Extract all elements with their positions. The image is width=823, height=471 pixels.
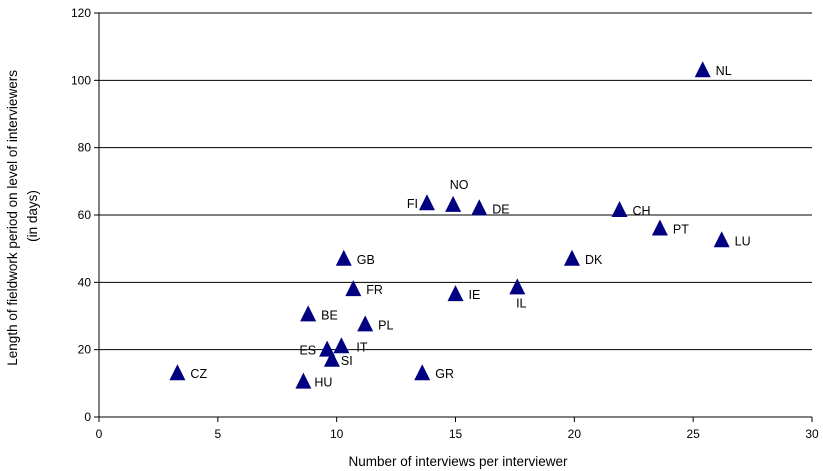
y-axis-title-line-2: (in days) (25, 190, 40, 242)
x-tick-label: 10 (330, 427, 344, 441)
y-tick-label: 60 (78, 208, 92, 222)
point-ie-marker (447, 285, 464, 302)
x-tick-label: 20 (568, 427, 582, 441)
point-pl-marker (357, 315, 374, 332)
point-nl-marker (694, 61, 711, 78)
y-tick-label: 0 (84, 410, 91, 424)
point-pt-label: PT (673, 222, 689, 236)
point-fi-marker (418, 194, 435, 211)
point-si-label: SI (341, 354, 353, 368)
point-no-label: NO (450, 178, 469, 192)
point-dk-marker (563, 249, 580, 266)
point-fr-marker (345, 280, 362, 297)
data-points (169, 61, 730, 389)
point-fi-label: FI (407, 197, 418, 211)
point-gb-label: GB (357, 253, 375, 267)
point-dk-label: DK (585, 253, 603, 267)
x-tick-label: 25 (686, 427, 700, 441)
point-pl-label: PL (378, 318, 393, 332)
point-cz-marker (169, 364, 186, 381)
point-pt-marker (651, 219, 668, 236)
point-gb-marker (335, 249, 352, 266)
point-hu-label: HU (314, 376, 332, 390)
grid-lines (99, 12, 812, 351)
point-ch-marker (611, 200, 628, 217)
y-axis-title: Length of fieldwork period on level of i… (5, 66, 40, 365)
point-de-label: DE (492, 202, 509, 216)
point-fr-label: FR (366, 283, 383, 297)
x-tick-label: 0 (96, 427, 103, 441)
point-il-marker (509, 278, 526, 295)
point-cz-label: CZ (190, 367, 207, 381)
point-si-marker (323, 350, 340, 367)
point-es-label: ES (299, 344, 316, 358)
y-tick-label: 20 (78, 343, 92, 357)
point-ch-label: CH (632, 204, 650, 218)
point-lu-label: LU (735, 234, 751, 248)
point-gr-marker (414, 364, 431, 381)
x-axis-ticks: 0 5 10 15 20 25 30 (96, 417, 819, 441)
y-axis-title-line-1: Length of fieldwork period on level of i… (5, 70, 20, 366)
point-be-marker (300, 305, 317, 322)
y-tick-label: 120 (71, 6, 91, 20)
point-it-label: IT (356, 340, 367, 354)
x-tick-label: 5 (214, 427, 221, 441)
point-gr-label: GR (435, 367, 454, 381)
point-ie-label: IE (469, 288, 481, 302)
point-de-marker (471, 199, 488, 216)
point-lu-marker (713, 231, 730, 248)
x-tick-label: 30 (805, 427, 819, 441)
x-tick-label: 15 (449, 427, 463, 441)
y-tick-label: 100 (71, 73, 91, 87)
point-be-label: BE (321, 308, 338, 322)
x-axis-title: Number of interviews per interviewer (348, 454, 568, 469)
point-nl-label: NL (716, 64, 732, 78)
y-axis-ticks: 0 20 40 60 80 100 120 (71, 6, 99, 424)
point-it-marker (333, 337, 350, 354)
point-il-label: IL (516, 296, 526, 310)
point-hu-marker (295, 372, 312, 389)
y-tick-label: 40 (78, 275, 92, 289)
point-no-marker (445, 195, 462, 212)
y-tick-label: 80 (78, 141, 92, 155)
